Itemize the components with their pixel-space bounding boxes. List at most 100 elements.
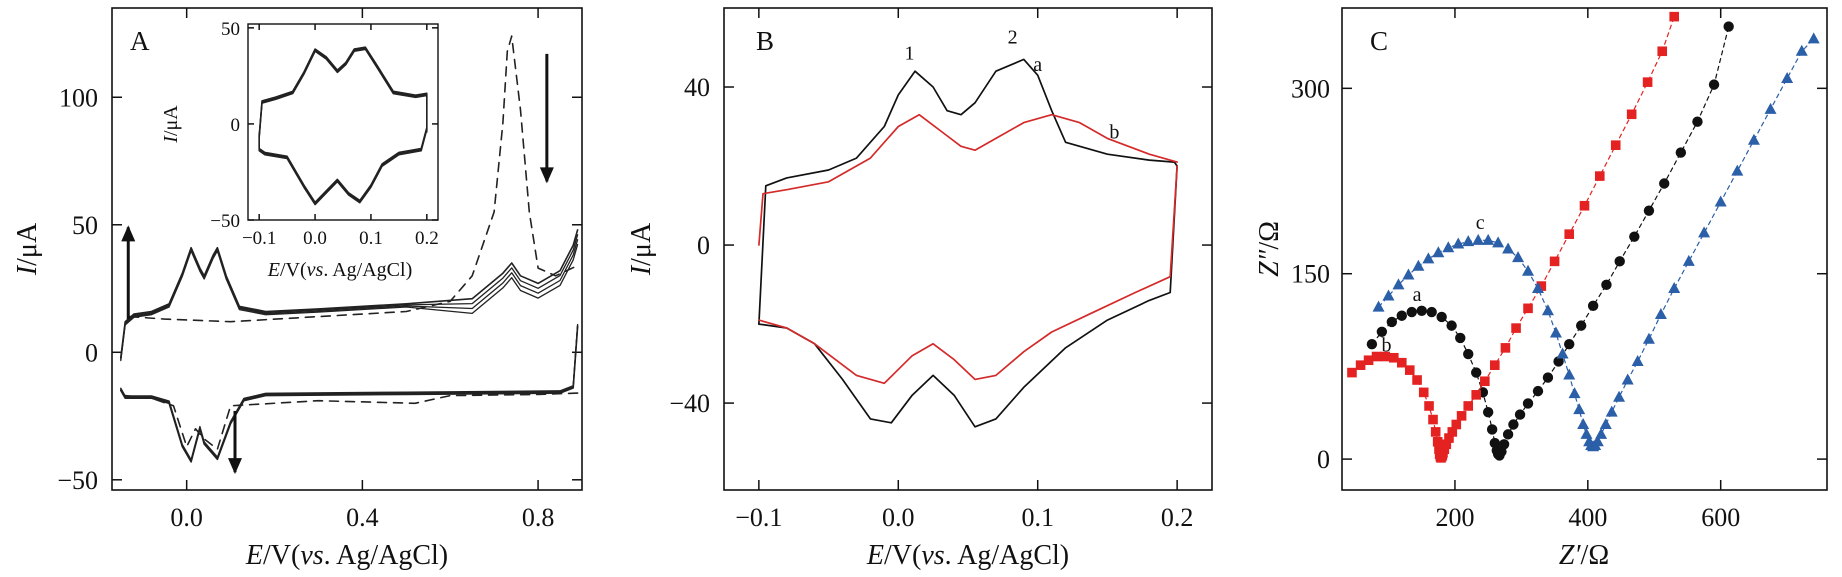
panel-c-point-a bbox=[1692, 116, 1703, 127]
panel-a-frame bbox=[111, 7, 583, 491]
panel-c-point-c bbox=[1568, 387, 1581, 399]
panel-a-cycle-4-cathodic-sweep bbox=[120, 323, 579, 461]
y-tick-label: 150 bbox=[1291, 260, 1330, 289]
panel-c-point-c bbox=[1764, 102, 1777, 114]
inset-frame bbox=[247, 23, 439, 221]
panel-c-point-b bbox=[1463, 401, 1474, 411]
panel-c-line-c bbox=[1378, 38, 1815, 448]
panel-c-point-c bbox=[1372, 300, 1385, 312]
y-tick-label: 40 bbox=[684, 73, 710, 102]
panel-c-point-a bbox=[1542, 372, 1554, 383]
panel-b-label-2: 2 bbox=[1008, 27, 1018, 49]
panel-c-point-c bbox=[1631, 354, 1644, 366]
panel-c-point-b bbox=[1471, 390, 1482, 400]
panel-c-point-b bbox=[1396, 357, 1407, 368]
down-arrow-low-head bbox=[227, 458, 242, 475]
panel-b-letter: B bbox=[756, 26, 774, 56]
panel-c-point-a bbox=[1426, 306, 1437, 318]
panel-b-label-b: b bbox=[1109, 121, 1119, 143]
inset-cycle-1-anodic-sweep bbox=[258, 46, 428, 137]
panel-c: C 200 400 600 0 150 300 a b c Z′/Ω Z″/Ω bbox=[1254, 7, 1828, 571]
panel-c-point-c bbox=[1642, 332, 1655, 344]
panel-b-ylabel: I/μA bbox=[626, 222, 657, 276]
panel-c-point-c bbox=[1654, 308, 1667, 320]
panel-c-point-c bbox=[1556, 347, 1569, 359]
panel-c-frame bbox=[1341, 7, 1828, 491]
y-tick-label: −40 bbox=[669, 389, 710, 418]
y-tick-label: 50 bbox=[72, 211, 98, 240]
x-tick-label: 0.1 bbox=[359, 228, 383, 249]
panel-c-point-c bbox=[1472, 233, 1485, 245]
down-arrow-high-head bbox=[539, 167, 554, 184]
panel-c-point-c bbox=[1549, 326, 1562, 338]
x-tick-label: 400 bbox=[1568, 503, 1607, 532]
panel-c-point-a bbox=[1471, 367, 1482, 378]
panel-c-point-a bbox=[1514, 409, 1526, 420]
panel-b-curves bbox=[758, 58, 1178, 428]
panel-c-point-c bbox=[1621, 373, 1634, 385]
panel-c-point-b bbox=[1430, 427, 1441, 437]
y-tick-label: 0 bbox=[231, 115, 241, 136]
panel-c-point-a bbox=[1396, 310, 1407, 321]
panel-c-point-a bbox=[1532, 385, 1544, 397]
panel-c-point-c bbox=[1392, 278, 1405, 290]
panel-c-point-b bbox=[1490, 360, 1500, 370]
panel-c-point-b bbox=[1594, 171, 1605, 181]
panel-a-ylabel: I/μA bbox=[12, 222, 43, 276]
x-tick-label: −0.1 bbox=[242, 228, 276, 249]
panel-c-point-a bbox=[1522, 398, 1534, 409]
panel-c-point-b bbox=[1579, 200, 1590, 211]
panel-c-curve-labels: a b c bbox=[1382, 212, 1485, 356]
panel-c-point-c bbox=[1502, 242, 1515, 254]
x-tick-label: 0.8 bbox=[522, 503, 555, 532]
panel-c-point-b bbox=[1424, 401, 1434, 411]
panel-c-point-c bbox=[1591, 435, 1604, 447]
panel-b-curve-b-cathodic-sweep bbox=[758, 165, 1178, 385]
panel-c-point-a bbox=[1553, 356, 1564, 367]
panel-c-point-b bbox=[1439, 444, 1450, 455]
panel-c-point-a bbox=[1659, 178, 1670, 189]
panel-c-point-c bbox=[1795, 44, 1808, 56]
up-arrow-head bbox=[121, 225, 136, 242]
panel-b-frame bbox=[723, 7, 1213, 491]
panel-c-point-c bbox=[1573, 403, 1586, 415]
panel-c-point-c bbox=[1432, 246, 1445, 258]
panel-c-point-b bbox=[1432, 437, 1443, 447]
panel-c-point-b bbox=[1444, 433, 1454, 443]
panel-c-point-a bbox=[1601, 279, 1612, 291]
panel-c-point-c bbox=[1412, 259, 1425, 271]
panel-a-xlabel: E/V(vs. Ag/AgCl) bbox=[245, 540, 448, 571]
panel-c-point-b bbox=[1380, 351, 1390, 362]
x-tick-label: 0.2 bbox=[1161, 503, 1194, 532]
panel-b-ticks: −0.1 0.0 0.1 0.2 −40 0 40 bbox=[669, 8, 1212, 532]
x-tick-label: 0.0 bbox=[303, 228, 327, 249]
panel-c-point-c bbox=[1442, 241, 1455, 253]
panel-c-point-b bbox=[1480, 376, 1490, 387]
panel-a: A 0.0 0.4 0.8 −50 0 50 100 E/V(vs. Ag/AgCl) I/… bbox=[12, 7, 583, 571]
panel-c-point-a bbox=[1416, 305, 1427, 316]
panel-c-point-a bbox=[1446, 320, 1457, 331]
panel-c-point-c bbox=[1605, 405, 1618, 417]
inset-cycle-2-anodic-sweep bbox=[258, 47, 428, 138]
panel-c-point-b bbox=[1441, 439, 1452, 450]
panel-c-point-a bbox=[1498, 439, 1510, 450]
panel-c-point-c bbox=[1422, 252, 1435, 264]
panel-c-point-a bbox=[1587, 300, 1599, 312]
panel-c-xlabel: Z′/Ω bbox=[1559, 540, 1609, 571]
y-tick-label: −50 bbox=[57, 466, 98, 495]
panel-c-point-b bbox=[1610, 140, 1621, 150]
panel-c-label-b: b bbox=[1382, 335, 1392, 357]
panel-c-point-c bbox=[1668, 282, 1681, 294]
panel-c-point-a bbox=[1708, 79, 1720, 90]
panel-c-point-c bbox=[1747, 133, 1760, 145]
y-tick-label: 0 bbox=[85, 338, 98, 367]
x-tick-label: 0.0 bbox=[882, 503, 915, 532]
panel-c-point-b bbox=[1355, 360, 1366, 370]
panel-c-point-a bbox=[1723, 21, 1734, 32]
panel-c-point-b bbox=[1451, 419, 1462, 430]
panel-c-point-a bbox=[1675, 147, 1687, 158]
panel-b-label-1: 1 bbox=[904, 42, 914, 64]
panel-b-curve-b-anodic-sweep bbox=[758, 113, 1178, 246]
panel-c-point-b bbox=[1500, 343, 1511, 353]
